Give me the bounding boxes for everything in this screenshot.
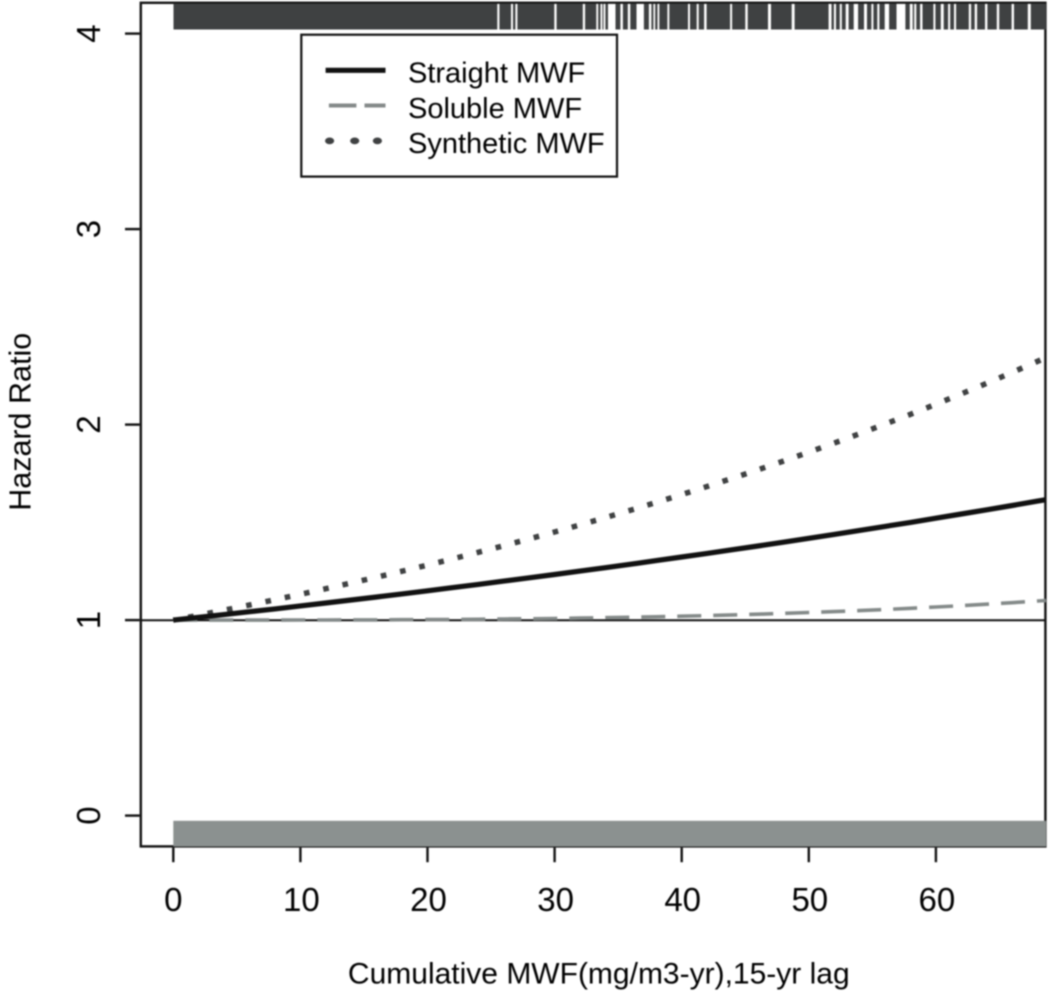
svg-text:Soluble MWF: Soluble MWF bbox=[408, 93, 582, 125]
svg-text:50: 50 bbox=[791, 881, 828, 918]
svg-text:40: 40 bbox=[664, 881, 701, 918]
svg-text:60: 60 bbox=[919, 881, 956, 918]
svg-text:20: 20 bbox=[410, 881, 447, 918]
svg-text:3: 3 bbox=[70, 220, 107, 238]
svg-text:4: 4 bbox=[70, 24, 107, 42]
svg-text:30: 30 bbox=[537, 881, 574, 918]
svg-text:Straight MWF: Straight MWF bbox=[408, 58, 585, 90]
svg-text:10: 10 bbox=[283, 881, 320, 918]
svg-text:1: 1 bbox=[70, 611, 107, 629]
svg-text:2: 2 bbox=[70, 415, 107, 433]
svg-text:Hazard Ratio: Hazard Ratio bbox=[4, 333, 38, 511]
svg-text:0: 0 bbox=[70, 806, 107, 824]
svg-text:Synthetic MWF: Synthetic MWF bbox=[408, 128, 605, 160]
svg-text:Cumulative MWF(mg/m3-yr),15-yr: Cumulative MWF(mg/m3-yr),15-yr lag bbox=[348, 958, 850, 991]
svg-text:0: 0 bbox=[164, 881, 182, 918]
